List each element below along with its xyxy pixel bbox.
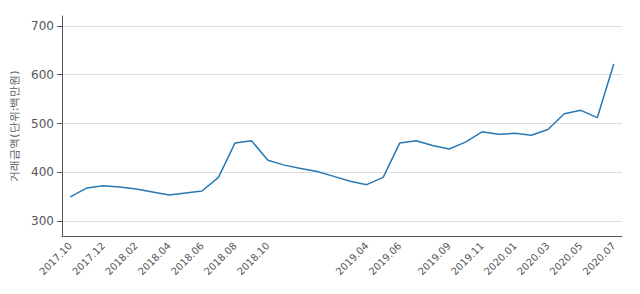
svg-text:2017.12: 2017.12 — [70, 240, 107, 277]
svg-text:2018.04: 2018.04 — [136, 240, 173, 277]
svg-text:2019.11: 2019.11 — [449, 240, 486, 277]
svg-text:2020.07: 2020.07 — [581, 240, 618, 277]
svg-text:2017.10: 2017.10 — [37, 240, 74, 277]
svg-text:700: 700 — [31, 19, 54, 33]
svg-text:2018.10: 2018.10 — [235, 240, 272, 277]
svg-text:2019.04: 2019.04 — [334, 240, 371, 277]
svg-text:2020.03: 2020.03 — [515, 240, 552, 277]
svg-text:2020.01: 2020.01 — [482, 240, 519, 277]
svg-text:2020.05: 2020.05 — [548, 240, 585, 277]
svg-text:2018.08: 2018.08 — [202, 240, 239, 277]
svg-text:2018.02: 2018.02 — [103, 240, 140, 277]
svg-text:2018.06: 2018.06 — [169, 240, 206, 277]
svg-text:300: 300 — [31, 214, 54, 228]
svg-text:400: 400 — [31, 165, 54, 179]
svg-text:600: 600 — [31, 68, 54, 82]
svg-text:거래금액(단위:백만원): 거래금액(단위:백만원) — [8, 70, 21, 181]
svg-text:2019.09: 2019.09 — [416, 240, 453, 277]
svg-text:2019.06: 2019.06 — [367, 240, 404, 277]
svg-text:500: 500 — [31, 117, 54, 131]
